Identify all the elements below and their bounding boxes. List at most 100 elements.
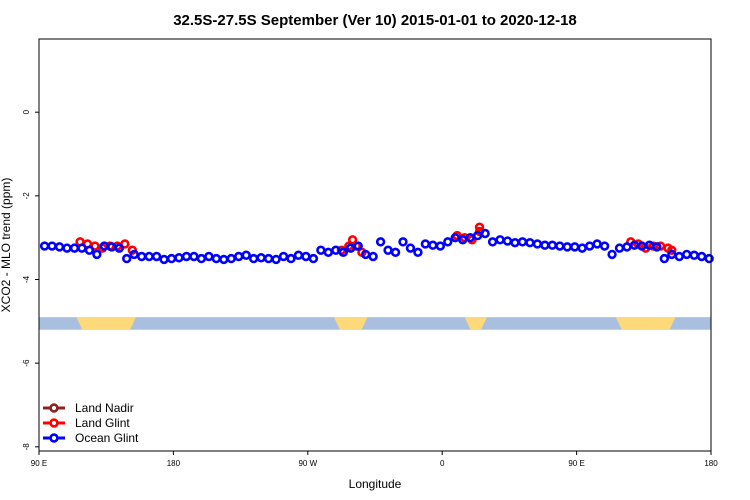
- ocean-glint-point: [562, 242, 572, 252]
- data-points: [39, 222, 714, 265]
- legend-item-land-nadir: Land Nadir: [43, 401, 134, 415]
- ocean-glint-point: [480, 228, 490, 239]
- x-axis-label: Longitude: [349, 477, 402, 491]
- ocean-glint-point: [599, 241, 610, 251]
- ocean-glint-point: [204, 251, 214, 262]
- ocean-glint-point: [510, 237, 520, 248]
- ocean-glint-point: [77, 243, 87, 253]
- ocean-glint-point: [211, 253, 222, 264]
- ocean-glint-point: [62, 243, 72, 253]
- ocean-glint-point: [525, 237, 535, 248]
- ocean-glint-point: [181, 251, 192, 262]
- ocean-glint-point: [532, 239, 543, 249]
- ocean-glint-point: [196, 253, 207, 264]
- ocean-glint-point: [107, 242, 117, 252]
- legend-item-land-glint: Land Glint: [43, 416, 130, 430]
- ocean-glint-point: [704, 253, 714, 264]
- land-segment: [464, 317, 487, 330]
- ocean-glint-point: [256, 253, 266, 263]
- land-segment: [76, 317, 137, 330]
- ocean-glint-point: [443, 237, 453, 247]
- ocean-glint-point: [435, 241, 446, 251]
- y-tick-label: -6: [22, 359, 31, 367]
- ocean-glint-point: [540, 240, 550, 250]
- plot-frame: [38, 38, 712, 452]
- ocean-glint-point: [405, 243, 416, 253]
- ocean-glint-point: [383, 245, 393, 255]
- ocean-glint-point: [114, 243, 124, 253]
- ocean-glint-point: [495, 235, 505, 245]
- legend-item-ocean-glint: Ocean Glint: [43, 431, 139, 445]
- ocean-glint-point: [420, 239, 431, 249]
- ocean-glint-point: [234, 251, 244, 262]
- ocean-glint-point: [39, 241, 50, 251]
- land-segment: [615, 317, 676, 330]
- ocean-glint-point: [375, 237, 386, 247]
- ocean-glint-point: [263, 253, 274, 264]
- ocean-glint-point: [547, 240, 558, 250]
- y-tick-label: -4: [22, 275, 31, 283]
- ocean-glint-point: [54, 242, 65, 252]
- ocean-glint-point: [301, 251, 311, 262]
- ocean-glint-point: [674, 251, 684, 262]
- legend-marker: [49, 433, 59, 443]
- ocean-glint-point: [331, 245, 341, 255]
- land-sea-band: [39, 317, 711, 330]
- ocean-glint-point: [659, 253, 670, 264]
- ocean-glint-point: [189, 251, 199, 262]
- land-glint-point: [347, 235, 358, 245]
- chart-title: 32.5S-27.5S September (Ver 10) 2015-01-0…: [173, 12, 577, 29]
- ocean-glint-point: [584, 241, 595, 251]
- ocean-glint-point: [286, 253, 296, 264]
- y-axis: 0 -2 -4 -6 -8: [22, 109, 39, 450]
- x-tick-label: 180: [704, 459, 718, 468]
- ocean-glint-point: [398, 237, 408, 247]
- ocean-glint-point: [338, 247, 348, 258]
- legend-label: Land Glint: [75, 416, 130, 430]
- ocean-glint-point: [271, 254, 281, 265]
- legend-label: Land Nadir: [75, 401, 134, 415]
- ocean-glint-point: [682, 249, 692, 260]
- ocean-glint-point: [122, 253, 132, 264]
- ocean-glint-point: [136, 251, 147, 262]
- ocean-glint-point: [614, 243, 625, 253]
- land-glint-point: [667, 245, 677, 255]
- y-tick-label: -8: [22, 443, 31, 451]
- ocean-glint-point: [696, 251, 707, 262]
- ocean-glint-point: [241, 250, 251, 260]
- ocean-glint-point: [219, 254, 229, 265]
- y-tick-label: 0: [22, 109, 31, 114]
- ocean-glint-point: [652, 242, 662, 252]
- ocean-glint-point: [151, 251, 162, 262]
- ocean-glint-point: [555, 241, 565, 251]
- sea-band: [39, 317, 711, 330]
- ocean-glint-point: [368, 251, 378, 262]
- ocean-glint-point: [577, 243, 587, 253]
- x-tick-label: 180: [167, 459, 181, 468]
- ocean-glint-point: [226, 253, 236, 264]
- legend-label: Ocean Glint: [75, 431, 139, 445]
- land-glint-point: [474, 222, 485, 232]
- x-axis: 90 E 180 90 W 0 90 E 180: [31, 451, 718, 468]
- x-tick-label: 90 E: [31, 459, 47, 468]
- ocean-glint-point: [592, 239, 602, 249]
- ocean-glint-point: [689, 250, 699, 260]
- x-tick-label: 90 W: [298, 459, 317, 468]
- ocean-glint-point: [166, 253, 177, 264]
- x-tick-label: 0: [440, 459, 445, 468]
- ocean-glint-point: [308, 253, 319, 264]
- x-tick-label: 90 E: [568, 459, 584, 468]
- ocean-glint-point: [607, 249, 617, 260]
- ocean-glint-point: [622, 242, 632, 252]
- ocean-glint-point: [69, 243, 80, 253]
- legend-marker: [49, 403, 59, 413]
- ocean-glint-point: [570, 242, 580, 252]
- ocean-glint-point: [353, 241, 363, 251]
- legend-marker: [49, 418, 59, 428]
- ocean-glint-point: [47, 241, 57, 251]
- ocean-glint-point: [248, 253, 259, 264]
- ocean-glint-point: [92, 249, 102, 260]
- ocean-glint-point: [428, 240, 438, 250]
